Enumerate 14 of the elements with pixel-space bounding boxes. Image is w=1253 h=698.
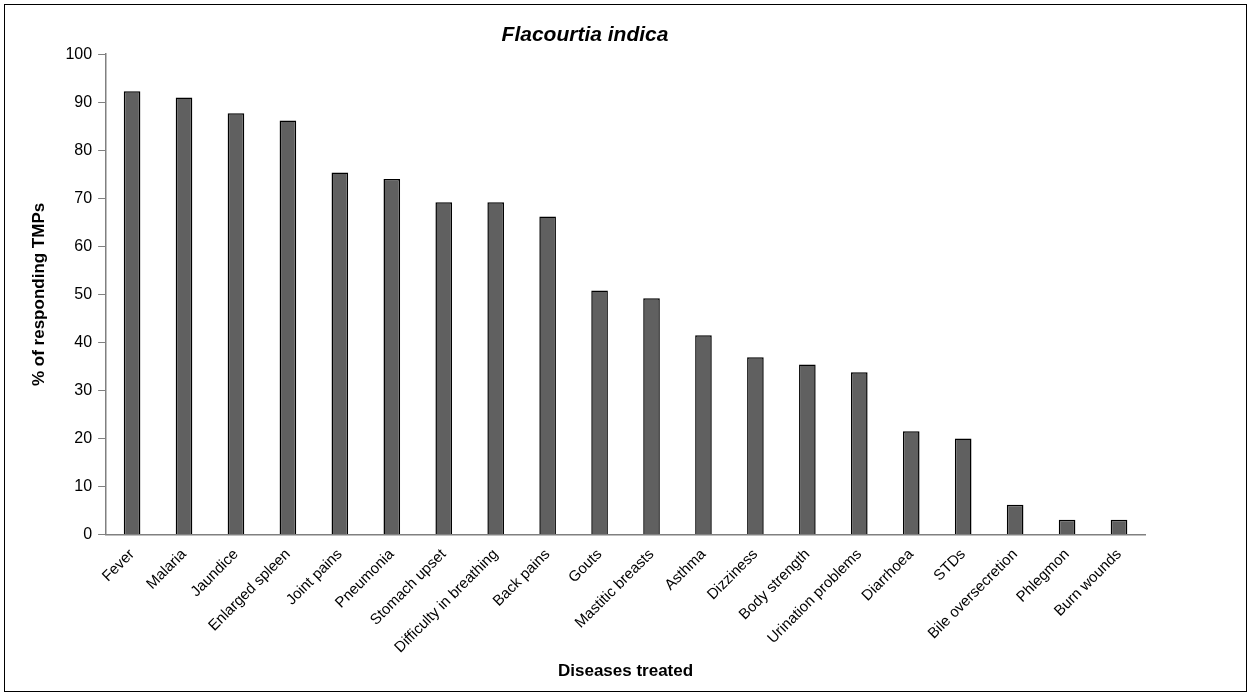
y-tick-label: 20 bbox=[74, 428, 93, 446]
y-tick-label: 70 bbox=[74, 188, 93, 206]
y-tick-label: 60 bbox=[74, 236, 93, 254]
y-tick-label: 10 bbox=[74, 476, 93, 494]
y-tick-label: 90 bbox=[74, 92, 93, 110]
y-tick-label: 30 bbox=[74, 380, 93, 398]
chart-title: Flacourtia indica bbox=[501, 22, 669, 46]
y-tick-label: 40 bbox=[74, 332, 93, 350]
x-axis-title: Diseases treated bbox=[557, 661, 694, 681]
y-tick-label: 50 bbox=[74, 284, 93, 302]
y-tick-label: 100 bbox=[65, 44, 93, 62]
y-axis-title: % of responding TMPs bbox=[28, 202, 48, 387]
y-tick-label: 0 bbox=[83, 525, 93, 543]
y-tick-label: 80 bbox=[74, 140, 93, 158]
